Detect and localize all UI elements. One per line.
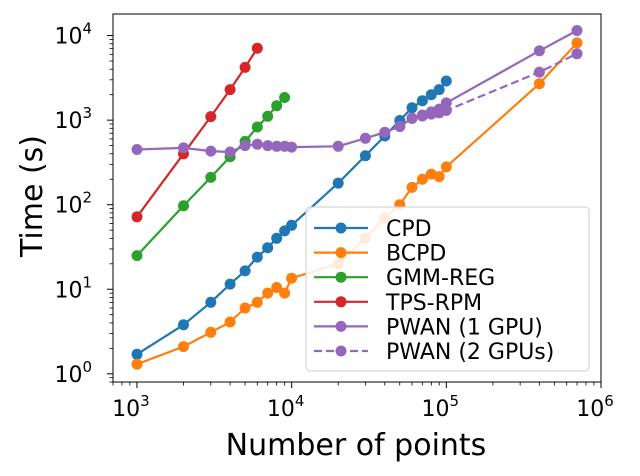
- series-1-point: [286, 272, 298, 284]
- series-1-point: [178, 341, 189, 353]
- series-2-point: [131, 250, 143, 262]
- legend-marker-0: [335, 222, 347, 234]
- x-tick-label: 104: [267, 392, 305, 422]
- series-0-point: [332, 177, 344, 189]
- series-1-point: [433, 171, 445, 183]
- series-1-point: [239, 302, 251, 314]
- series-0-point: [433, 84, 445, 96]
- series-0-point: [178, 319, 189, 331]
- series-3-point: [131, 211, 143, 223]
- series-line-4: [136, 29, 578, 154]
- legend-label-3: TPS-RPM: [385, 291, 482, 316]
- series-0-point: [406, 102, 418, 114]
- legend-label-1: BCPD: [386, 242, 446, 267]
- series-0-point: [224, 278, 236, 290]
- series-1-point: [251, 296, 263, 308]
- y-tick-label: 104: [54, 20, 92, 50]
- x-tick-label: 106: [576, 392, 614, 422]
- series-5-point: [571, 48, 583, 60]
- series-4-point: [224, 146, 236, 158]
- series-0-point: [286, 219, 298, 231]
- series-3-point: [239, 61, 251, 73]
- series-1-point: [279, 287, 291, 299]
- series-4-point: [571, 25, 583, 36]
- legend-marker-4: [335, 320, 347, 332]
- series-1-point: [271, 282, 283, 293]
- series-4-point: [359, 132, 371, 144]
- y-tick-label: 102: [54, 189, 92, 219]
- series-1-point: [224, 316, 236, 328]
- series-2-point: [279, 92, 291, 103]
- legend-box: [305, 206, 590, 372]
- series-0-point: [251, 251, 263, 263]
- series-1-point: [406, 181, 418, 193]
- series-4-point: [332, 140, 344, 152]
- series-5-point: [416, 110, 428, 122]
- y-tick-label: 101: [54, 273, 92, 303]
- legend-label-5: PWAN (2 GPUs): [386, 340, 554, 365]
- series-4-point: [239, 140, 251, 152]
- series-4-point: [262, 140, 274, 152]
- series-1-point: [416, 173, 428, 185]
- series-4-point: [286, 141, 298, 153]
- series-4-point: [205, 145, 217, 157]
- series-4-point: [533, 45, 545, 57]
- y-axis-label: Time (s): [15, 135, 50, 258]
- series-2-point: [271, 100, 283, 112]
- series-1-point: [131, 358, 143, 370]
- series-0-point: [416, 95, 428, 107]
- plot-frame: [112, 13, 602, 383]
- series-2-point: [262, 110, 274, 122]
- x-tick-label: 105: [422, 392, 460, 422]
- series-4-point: [251, 138, 263, 150]
- series-2-point: [251, 121, 263, 133]
- legend-marker-3: [335, 296, 347, 308]
- series-3-point: [251, 42, 263, 54]
- series-3-point: [205, 111, 217, 123]
- legend-marker-5: [335, 345, 347, 357]
- series-0-point: [359, 150, 371, 162]
- series-3-point: [224, 84, 236, 96]
- series-2-point: [178, 200, 189, 212]
- legend-marker-1: [335, 247, 347, 259]
- y-tick-label: 103: [54, 104, 92, 134]
- legend-label-2: GMM-REG: [386, 266, 495, 291]
- series-4-point: [440, 97, 452, 109]
- series-1-point: [262, 287, 274, 299]
- series-1-point: [205, 326, 217, 338]
- legend-marker-2: [335, 271, 347, 283]
- series-5-point: [440, 105, 452, 116]
- plot-area: [131, 25, 583, 370]
- series-0-point: [271, 232, 283, 244]
- series-0-point: [205, 296, 217, 308]
- series-2-point: [205, 171, 217, 183]
- series-1-point: [533, 78, 545, 90]
- series-0-point: [425, 89, 437, 101]
- series-4-point: [271, 140, 283, 152]
- series-0-point: [131, 348, 143, 360]
- legend-label-4: PWAN (1 GPU): [386, 315, 543, 340]
- series-1-point: [571, 37, 583, 49]
- series-4-point: [131, 144, 143, 155]
- series-5-point: [394, 121, 406, 132]
- series-0-point: [239, 265, 251, 277]
- axes: 103 104 105 106 100 101 102 103 104: [54, 13, 614, 422]
- x-tick-label: 103: [112, 392, 150, 422]
- series-5-point: [533, 66, 545, 78]
- series-0-point: [262, 242, 274, 254]
- y-tick-label: 100: [54, 358, 92, 388]
- series-4-point: [379, 126, 391, 138]
- legend-label-0: CPD: [386, 217, 432, 242]
- series-4-point: [178, 142, 189, 154]
- series-5-point: [406, 112, 418, 124]
- x-axis-label: Number of points: [226, 428, 487, 463]
- series-1-point: [440, 161, 452, 173]
- series-0-point: [440, 75, 452, 87]
